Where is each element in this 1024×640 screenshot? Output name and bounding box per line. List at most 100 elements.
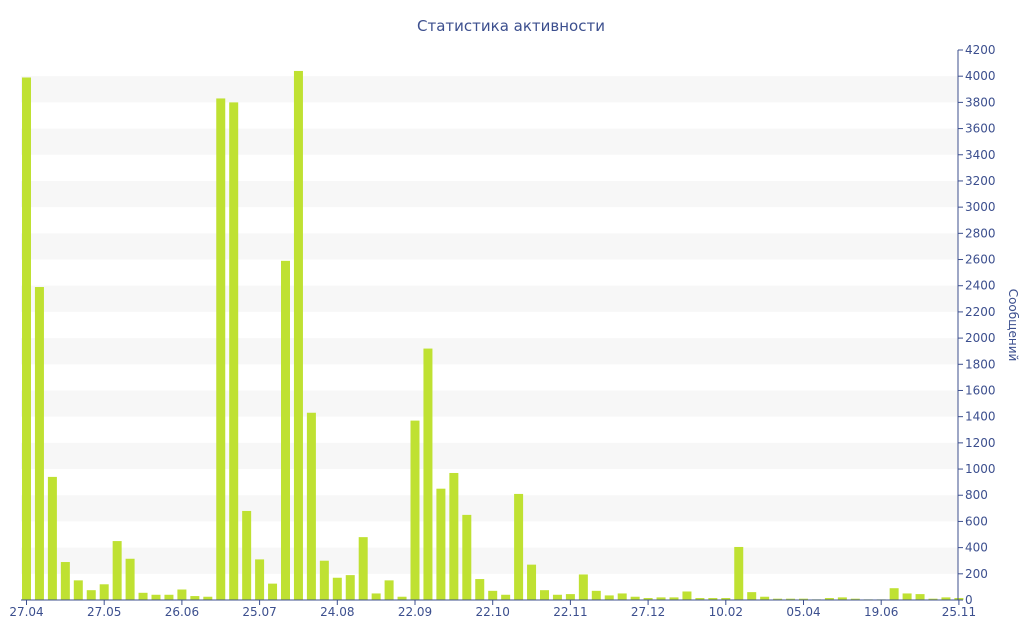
bar bbox=[47, 476, 57, 600]
bar bbox=[617, 593, 627, 600]
y-tick-label: 600 bbox=[965, 514, 988, 528]
bar bbox=[488, 590, 498, 600]
x-tick-label: 27.04 bbox=[9, 605, 43, 619]
y-tick-label: 2600 bbox=[965, 253, 996, 267]
x-tick-label: 25.11 bbox=[942, 605, 976, 619]
grid-band bbox=[21, 442, 958, 470]
y-tick-label: 3600 bbox=[965, 122, 996, 136]
bar bbox=[708, 598, 718, 600]
bar bbox=[630, 596, 640, 600]
bar bbox=[345, 575, 355, 600]
bar bbox=[242, 510, 252, 600]
y-tick-label: 1200 bbox=[965, 436, 996, 450]
bar bbox=[34, 287, 44, 600]
x-tick-label: 10.02 bbox=[709, 605, 743, 619]
bar bbox=[462, 514, 472, 600]
bar bbox=[656, 597, 666, 600]
bar bbox=[669, 597, 679, 600]
y-tick-label: 2400 bbox=[965, 279, 996, 293]
grid-band bbox=[21, 390, 958, 417]
bar bbox=[760, 596, 770, 600]
y-tick-label: 4200 bbox=[965, 43, 996, 57]
grid-band bbox=[21, 285, 958, 312]
y-tick-label: 2800 bbox=[965, 226, 996, 240]
grid-band bbox=[21, 495, 958, 522]
y-tick-label: 3400 bbox=[965, 148, 996, 162]
bar bbox=[151, 594, 161, 600]
bar bbox=[190, 596, 200, 600]
x-axis: 27.04 27.05 26.06 25.07 24.08 22.09 22.10 22.11… bbox=[9, 599, 976, 619]
bar bbox=[410, 420, 420, 600]
bar bbox=[475, 579, 485, 600]
y-tick-label: 2000 bbox=[965, 331, 996, 345]
y-tick-label: 1800 bbox=[965, 357, 996, 371]
bar bbox=[86, 590, 96, 600]
y-tick-label: 3000 bbox=[965, 200, 996, 214]
bar bbox=[397, 596, 407, 600]
bar bbox=[216, 98, 226, 600]
bar bbox=[915, 594, 925, 600]
bar bbox=[928, 598, 938, 600]
bar bbox=[449, 472, 459, 600]
bar bbox=[319, 560, 329, 600]
grid-band bbox=[21, 128, 958, 155]
x-tick-label: 22.10 bbox=[476, 605, 510, 619]
bar bbox=[889, 588, 899, 600]
bar bbox=[824, 598, 834, 600]
y-tick-label: 200 bbox=[965, 567, 988, 581]
y-tick-label: 3800 bbox=[965, 95, 996, 109]
x-tick-label: 26.06 bbox=[165, 605, 199, 619]
bar bbox=[501, 594, 511, 600]
x-tick-label: 05.04 bbox=[786, 605, 820, 619]
bar bbox=[73, 580, 83, 600]
x-tick-label: 27.05 bbox=[87, 605, 121, 619]
y-tick-label: 800 bbox=[965, 488, 988, 502]
bar bbox=[436, 488, 446, 600]
y-tick-label: 0 bbox=[965, 593, 973, 607]
bar bbox=[371, 593, 381, 600]
bar bbox=[734, 546, 744, 600]
bar bbox=[112, 541, 122, 600]
x-tick-label: 22.09 bbox=[398, 605, 432, 619]
grid-band bbox=[21, 547, 958, 574]
grid-band bbox=[21, 338, 958, 365]
bar bbox=[125, 558, 135, 600]
bar bbox=[281, 260, 290, 600]
y-tick-label: 1400 bbox=[965, 410, 996, 424]
y-tick-label: 4000 bbox=[965, 69, 996, 83]
bar bbox=[591, 590, 601, 600]
x-tick-label: 22.11 bbox=[553, 605, 587, 619]
bar bbox=[332, 577, 342, 600]
grid-bands bbox=[21, 76, 958, 574]
y-tick-label: 2200 bbox=[965, 305, 996, 319]
bar bbox=[695, 598, 705, 600]
bar bbox=[229, 102, 239, 600]
bar bbox=[902, 593, 912, 600]
y-tick-label: 400 bbox=[965, 541, 988, 555]
y-tick-label: 3200 bbox=[965, 174, 996, 188]
x-tick-label: 27.12 bbox=[631, 605, 665, 619]
bar bbox=[721, 598, 731, 600]
x-tick-label: 25.07 bbox=[242, 605, 276, 619]
bar bbox=[604, 595, 614, 600]
bar bbox=[177, 589, 187, 600]
bar bbox=[954, 598, 964, 600]
bar bbox=[578, 574, 588, 600]
grid-band bbox=[21, 180, 958, 208]
bar bbox=[786, 598, 796, 600]
bar bbox=[527, 564, 537, 600]
bar bbox=[643, 598, 653, 600]
bar bbox=[268, 583, 278, 600]
bar bbox=[799, 598, 808, 600]
chart-title: Статистика активности bbox=[417, 17, 605, 35]
bars bbox=[22, 70, 964, 600]
bar bbox=[306, 412, 316, 600]
bar bbox=[682, 591, 692, 600]
bar bbox=[565, 594, 575, 600]
bar bbox=[22, 77, 31, 600]
y-axis-title: Сообщений bbox=[1006, 289, 1020, 362]
bar bbox=[747, 592, 757, 600]
bar bbox=[384, 580, 394, 600]
bar bbox=[60, 562, 70, 600]
